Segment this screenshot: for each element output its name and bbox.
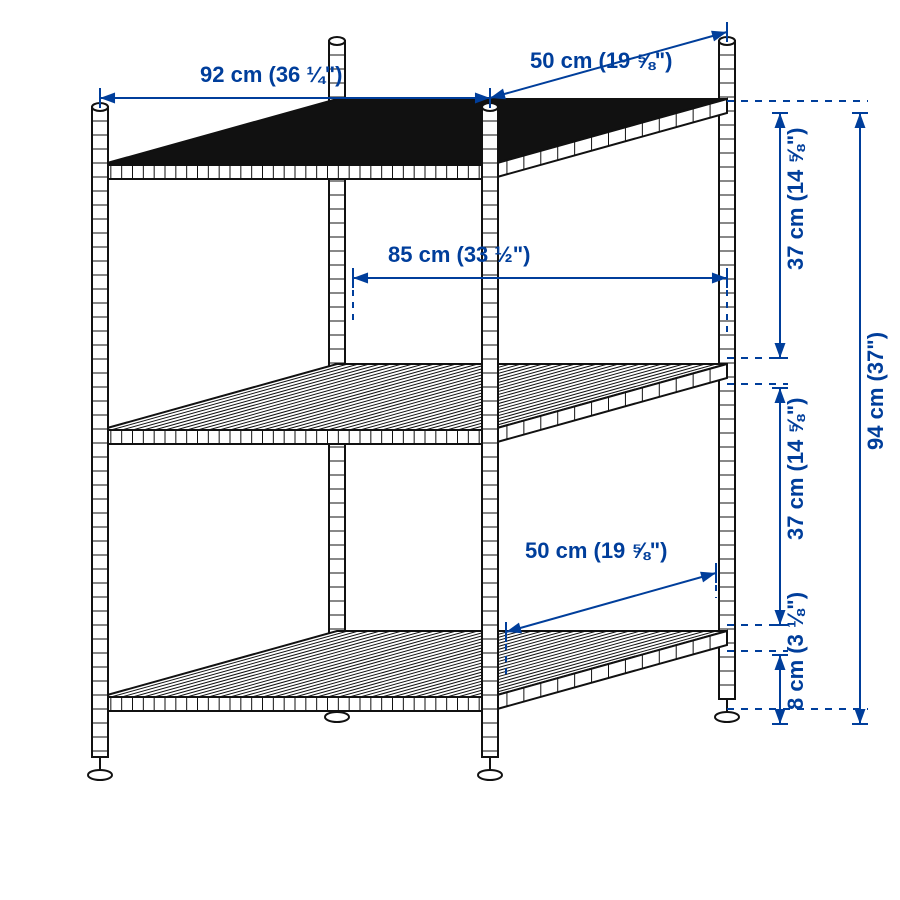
- svg-text:94 cm (37"): 94 cm (37"): [863, 332, 888, 450]
- shelving-dimension-diagram: 92 cm (36 ¼") 50 cm (19 ⅝") 85 cm (33 ½") 5…: [0, 0, 900, 900]
- svg-text:50 cm (19 ⅝"): 50 cm (19 ⅝"): [525, 538, 668, 563]
- svg-text:8 cm (3 ⅛"): 8 cm (3 ⅛"): [783, 592, 808, 710]
- svg-text:92 cm (36 ¼"): 92 cm (36 ¼"): [200, 62, 343, 87]
- svg-text:85 cm (33 ½"): 85 cm (33 ½"): [388, 242, 531, 267]
- svg-text:37 cm (14 ⅝"): 37 cm (14 ⅝"): [783, 397, 808, 540]
- svg-text:37 cm (14 ⅝"): 37 cm (14 ⅝"): [783, 127, 808, 270]
- svg-text:50 cm (19 ⅝"): 50 cm (19 ⅝"): [530, 48, 673, 73]
